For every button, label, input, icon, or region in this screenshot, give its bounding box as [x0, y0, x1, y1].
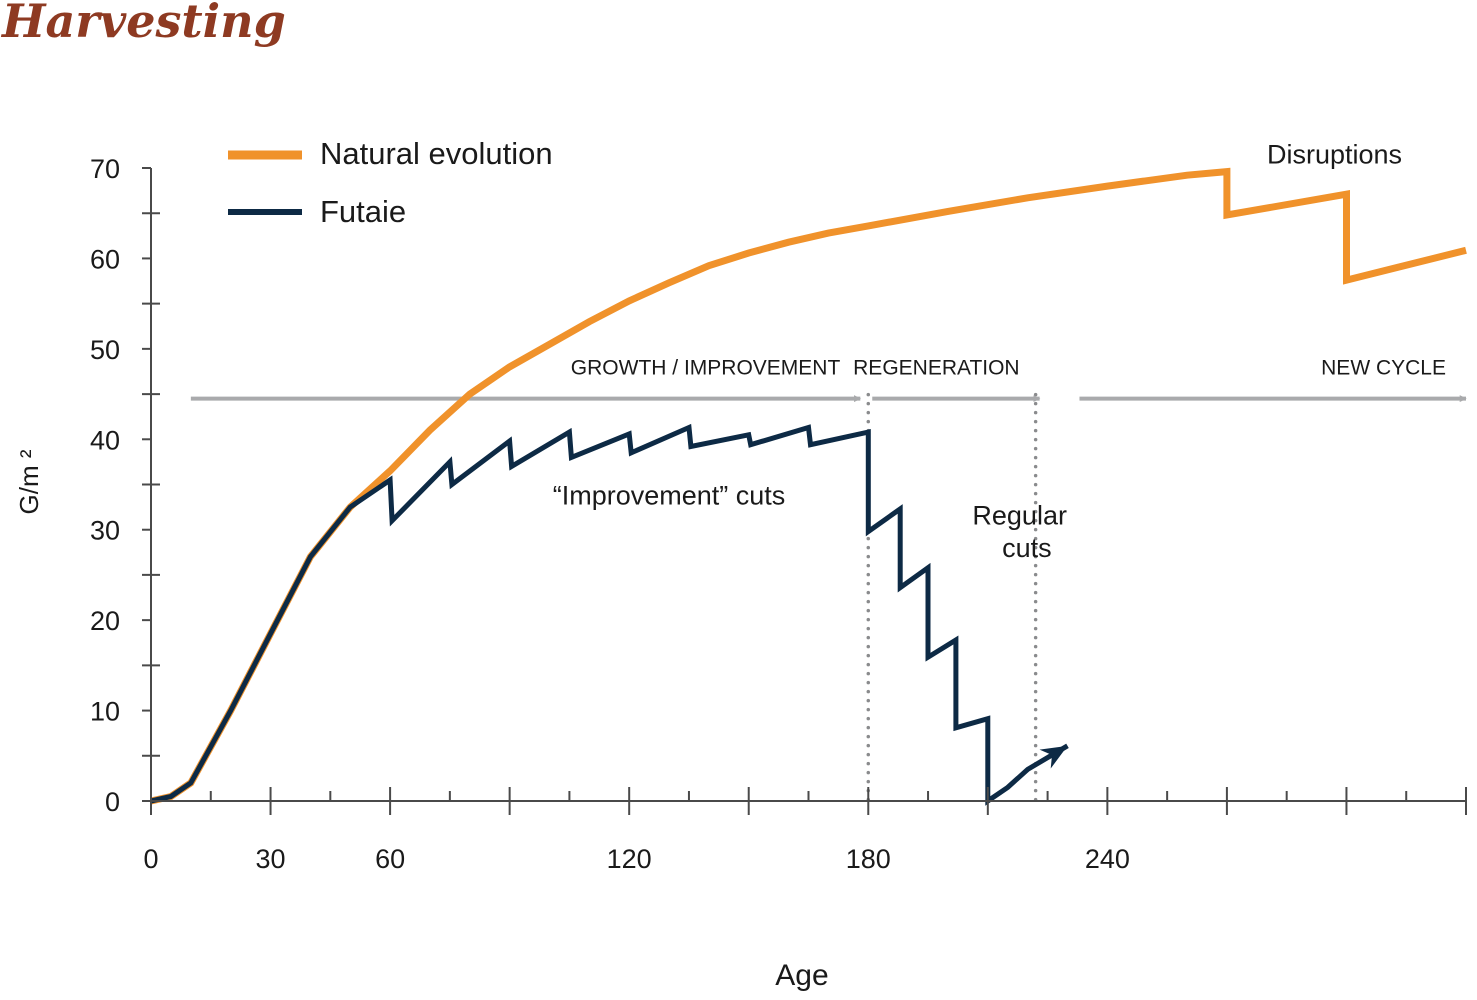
- annotation-text: Disruptions: [1267, 139, 1402, 169]
- annotation-text: Regular: [972, 500, 1067, 530]
- y-axis-label: G/m ²: [14, 449, 44, 514]
- phase-label: NEW CYCLE: [1321, 357, 1446, 380]
- y-tick-label: 10: [90, 697, 120, 727]
- series-line: [150, 423, 1069, 806]
- x-axis-label: Age: [775, 959, 828, 992]
- axes-layer: 0 10 20 30 40 50 60 70 0 30 60 120 180 240: [90, 154, 1467, 874]
- phase-layer: GROWTH / IMPROVEMENT REGENERATION NEW CYCL…: [190, 357, 1467, 807]
- futaie-arrowhead: [1039, 745, 1068, 769]
- series-line: [150, 167, 1467, 805]
- chart-title: Harvesting: [0, 0, 286, 48]
- y-tick-label: 40: [90, 425, 120, 455]
- phase-label: REGENERATION: [853, 357, 1019, 380]
- annotation-text: cuts: [1002, 533, 1052, 563]
- annotation-text: “Improvement” cuts: [553, 480, 786, 510]
- y-tick-label: 30: [90, 516, 120, 546]
- x-tick-label: 180: [846, 844, 891, 874]
- x-tick-label: 30: [256, 844, 286, 874]
- x-tick-label: 60: [375, 844, 405, 874]
- y-tick-label: 0: [105, 787, 120, 817]
- y-tick-label: 50: [90, 335, 120, 365]
- y-tick-label: 60: [90, 244, 120, 274]
- y-tick-label: 70: [90, 154, 120, 184]
- legend-label-futaie: Futaie: [320, 194, 406, 229]
- phase-label: GROWTH / IMPROVEMENT: [571, 357, 841, 380]
- x-tick-label: 120: [607, 844, 652, 874]
- legend: Natural evolution Futaie: [228, 136, 553, 229]
- x-tick-label: 0: [143, 844, 158, 874]
- series-layer: [150, 167, 1467, 806]
- legend-label-natural-evolution: Natural evolution: [320, 136, 553, 171]
- x-tick-label: 240: [1085, 844, 1130, 874]
- y-tick-label: 20: [90, 606, 120, 636]
